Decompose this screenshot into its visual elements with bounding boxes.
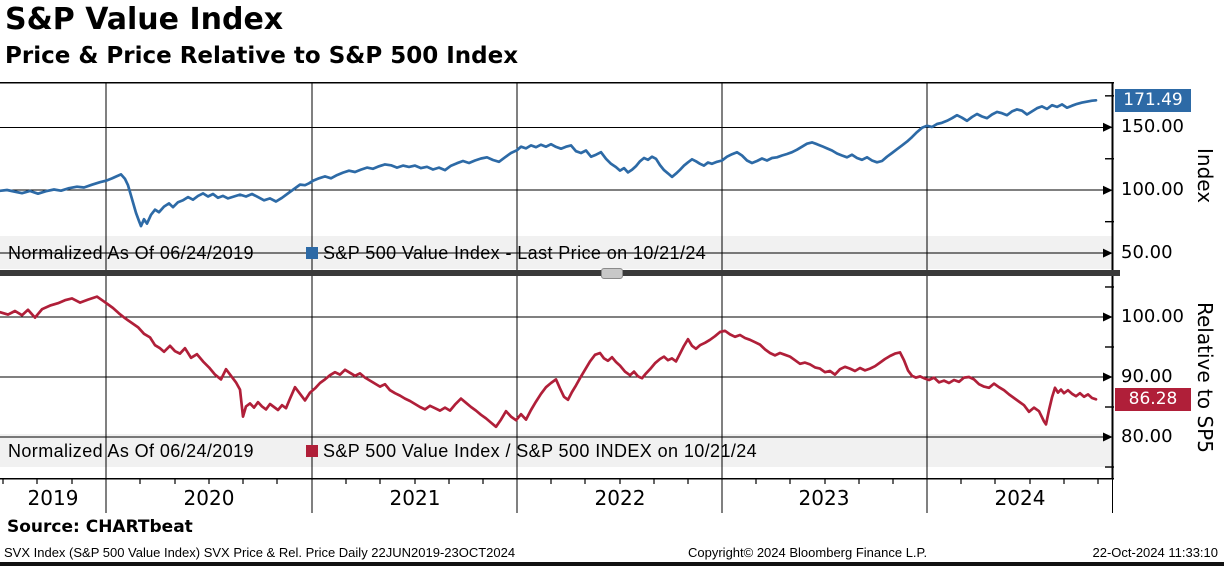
last-price-tag: 171.49 bbox=[1115, 88, 1191, 112]
panel-divider bbox=[0, 270, 1120, 276]
price-series-label: S&P 500 Value Index - Last Price on 10/2… bbox=[323, 243, 707, 263]
relative-series-label: S&P 500 Value Index / S&P 500 INDEX on 1… bbox=[323, 441, 758, 461]
last-price-value: 171.49 bbox=[1123, 89, 1183, 110]
y-tick-label: 100.00 bbox=[1121, 305, 1184, 327]
page-title: S&P Value Index bbox=[5, 2, 284, 37]
price-axis-title: Index bbox=[1193, 148, 1217, 204]
y-tick-label: 50.00 bbox=[1121, 242, 1173, 264]
price-series-marker-icon bbox=[306, 247, 318, 259]
footer-copyright: Copyright© 2024 Bloomberg Finance L.P. bbox=[688, 545, 928, 560]
y-tick-label: 100.00 bbox=[1121, 179, 1184, 201]
relative-axis-title: Relative to SP5 bbox=[1193, 301, 1217, 453]
bottom-border bbox=[0, 562, 1224, 566]
relative-line-series bbox=[0, 295, 1098, 429]
last-price-value: 86.28 bbox=[1128, 388, 1178, 409]
x-tick-label: 2022 bbox=[594, 486, 646, 510]
y-tick-label: 80.00 bbox=[1121, 426, 1173, 447]
y-tick-label: 90.00 bbox=[1121, 366, 1173, 387]
footer-timestamp: 22-Oct-2024 11:33:10 bbox=[1092, 545, 1218, 560]
panel-divider-handle[interactable] bbox=[601, 268, 623, 279]
x-tick-label: 2020 bbox=[183, 486, 235, 510]
relative-panel-plot[interactable] bbox=[0, 276, 1114, 478]
price-line-series bbox=[0, 98, 1098, 228]
x-tick-label: 2019 bbox=[27, 486, 79, 510]
source-line: Source: CHARTbeat bbox=[7, 517, 193, 537]
price-panel-plot[interactable] bbox=[0, 82, 1114, 270]
price-legend: Normalized As Of 06/24/2019 S&P 500 Valu… bbox=[0, 241, 1114, 265]
normalized-note: Normalized As Of 06/24/2019 bbox=[8, 441, 254, 461]
normalized-note: Normalized As Of 06/24/2019 bbox=[8, 243, 254, 263]
footer-description: SVX Index (S&P 500 Value Index) SVX Pric… bbox=[4, 545, 516, 560]
page-subtitle: Price & Price Relative to S&P 500 Index bbox=[5, 43, 519, 69]
relative-series-marker-icon bbox=[306, 445, 318, 457]
x-tick-label: 2024 bbox=[994, 486, 1046, 510]
y-tick-label: 150.00 bbox=[1121, 116, 1184, 138]
relative-legend: Normalized As Of 06/24/2019 S&P 500 Valu… bbox=[0, 439, 1114, 463]
x-axis-row bbox=[0, 478, 1114, 513]
last-price-tag: 86.28 bbox=[1115, 387, 1191, 411]
x-tick-label: 2023 bbox=[798, 486, 850, 510]
x-tick-label: 2021 bbox=[389, 486, 441, 510]
